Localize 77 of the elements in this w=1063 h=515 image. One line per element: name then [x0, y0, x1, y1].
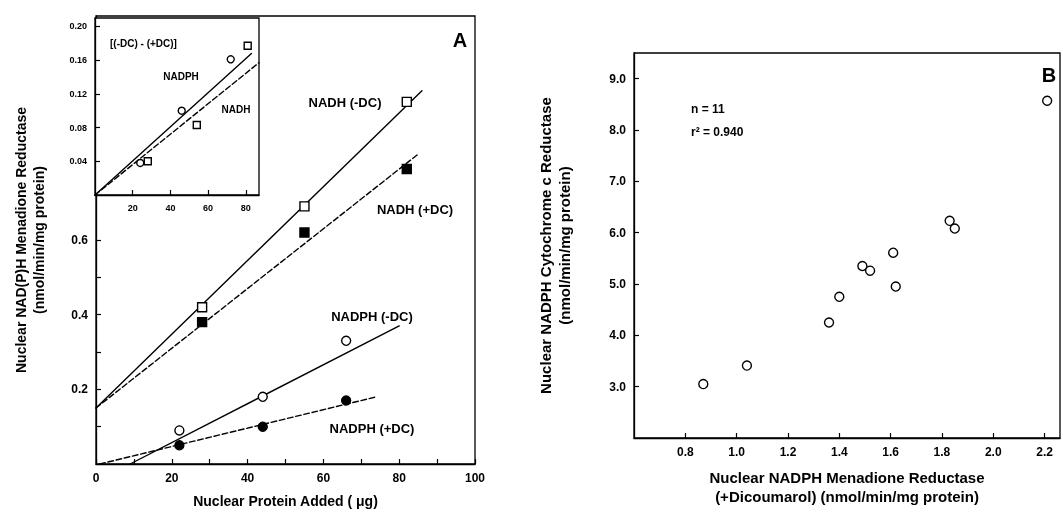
annotation: n = 11 — [691, 102, 726, 116]
point — [698, 378, 709, 390]
point — [136, 158, 145, 168]
annotation: A — [452, 29, 468, 51]
series-label: NADPH (-DC) — [331, 308, 413, 324]
point — [192, 120, 201, 130]
point — [174, 425, 185, 436]
x-tick-label: 0.8 — [676, 445, 694, 459]
x-tick-label: 60 — [203, 202, 214, 213]
x-tick-label: 0 — [92, 471, 100, 485]
point — [243, 41, 252, 51]
y-tick-label: 0.12 — [69, 88, 87, 99]
point — [340, 335, 352, 346]
y-tick-label: 0.16 — [69, 55, 87, 66]
y-tick-label: 0.6 — [71, 233, 89, 247]
point — [174, 440, 185, 451]
y-tick-label: 3.0 — [609, 379, 627, 394]
x-tick-label: 20 — [165, 471, 179, 485]
point — [864, 265, 876, 276]
point — [299, 227, 310, 238]
y-axis-title: Nuclear NADPH Cytochrome c Reductase (nmol/min/mg protein) — [537, 97, 573, 394]
y-tick-label: 4.0 — [609, 328, 627, 343]
point — [257, 391, 268, 402]
point — [944, 215, 955, 227]
series-label: NADH (+DC) — [376, 201, 454, 217]
x-tick-label: 100 — [464, 471, 486, 485]
point — [888, 247, 899, 258]
x-tick-label: 40 — [165, 202, 176, 213]
x-tick-label: 1.8 — [933, 445, 951, 459]
y-axis-title: Nuclear NAD(P)H Menadione Reductase (nmol/min/mg protein) — [13, 106, 47, 374]
x-tick-label: 40 — [240, 471, 255, 485]
x-tick-label: 80 — [392, 471, 407, 485]
point — [857, 260, 868, 272]
y-tick-label: 6.0 — [609, 225, 627, 240]
point — [177, 106, 186, 115]
y-tick-label: 9.0 — [609, 71, 627, 86]
point — [196, 302, 208, 313]
y-tick-label: 0.4 — [71, 307, 89, 322]
y-tick-label: 7.0 — [609, 174, 627, 189]
y-tick-label: 8.0 — [609, 123, 627, 137]
point — [949, 223, 960, 234]
y-tick-label: 0.20 — [69, 21, 87, 32]
point — [143, 157, 152, 166]
point — [890, 281, 901, 292]
point — [196, 316, 208, 328]
y-tick-label: 0.08 — [69, 122, 87, 133]
point — [834, 291, 845, 303]
annotation: B — [1041, 64, 1057, 86]
x-tick-label: 1.6 — [882, 445, 900, 459]
point — [741, 360, 753, 371]
series-label: NADPH (+DC) — [329, 420, 415, 436]
point — [257, 421, 268, 432]
point — [401, 163, 412, 175]
x-tick-label: 80 — [240, 202, 251, 213]
series-label: NADH — [221, 103, 251, 115]
point — [299, 201, 310, 212]
point — [226, 55, 235, 64]
point — [823, 317, 835, 328]
y-tick-label: 5.0 — [609, 277, 627, 291]
x-tick-label: 60 — [316, 471, 331, 485]
x-axis-title: Nuclear Protein Added ( μg) — [193, 493, 378, 509]
x-tick-label: 1.0 — [728, 445, 746, 459]
series-label: NADH (-DC) — [308, 94, 382, 110]
x-tick-label: 2.2 — [1036, 445, 1054, 459]
point — [1041, 95, 1053, 106]
point — [401, 96, 412, 108]
annotation: [(-DC) - (+DC)] — [110, 37, 177, 49]
series-label: NADPH — [163, 70, 199, 82]
x-axis-title: Nuclear NADPH Menadione Reductase (+Dicoumarol) (nmol/min/mg protein) — [709, 469, 985, 505]
x-tick-label: 1.2 — [779, 445, 797, 459]
point — [340, 395, 352, 406]
y-tick-label: 0.2 — [71, 382, 89, 397]
x-tick-label: 20 — [127, 202, 138, 213]
annotation: r² = 0.940 — [691, 125, 744, 139]
x-tick-label: 2.0 — [984, 445, 1002, 459]
x-tick-label: 1.4 — [830, 445, 848, 459]
y-tick-label: 0.04 — [69, 156, 87, 167]
